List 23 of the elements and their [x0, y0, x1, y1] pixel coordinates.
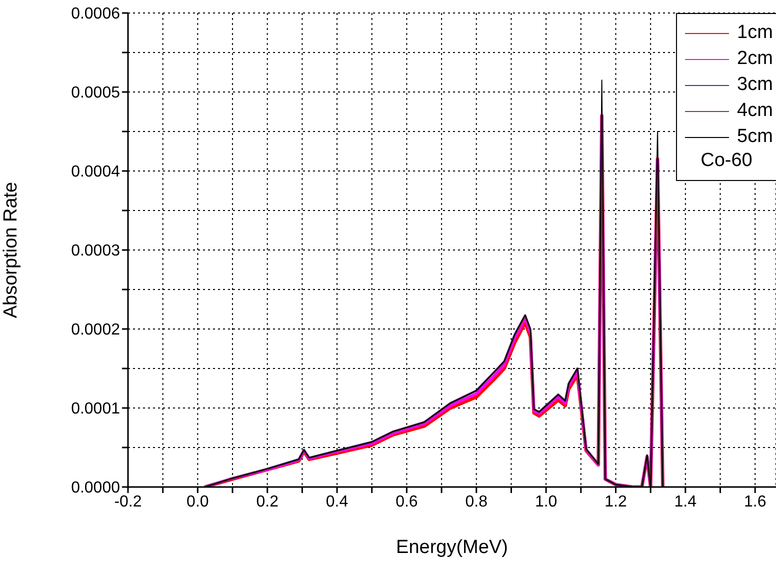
- x-tick-label: 1.2: [604, 493, 627, 510]
- x-tick-label: 0.6: [396, 493, 418, 510]
- legend-title: Co-60: [700, 150, 754, 173]
- x-tick-label: 0.2: [256, 493, 279, 510]
- y-tick-label: 0.0003: [71, 242, 120, 260]
- legend-label: 2cm: [737, 48, 773, 70]
- x-axis-title: Energy(MeV): [396, 537, 508, 558]
- x-tick-label: 0.0: [186, 493, 209, 510]
- x-tick-label: 0.8: [465, 493, 488, 510]
- legend-label: 4cm: [737, 100, 773, 122]
- y-axis-title: Absorption Rate: [0, 182, 22, 318]
- x-tick-label: 1.0: [534, 493, 558, 510]
- x-tick-label: 1.6: [744, 493, 766, 510]
- legend-label: 3cm: [737, 74, 773, 96]
- legend-label: 1cm: [737, 22, 773, 44]
- y-tick-label: 0.0005: [71, 84, 120, 102]
- x-tick-label: 1.4: [674, 493, 697, 510]
- x-tick-label: 0.4: [326, 493, 348, 510]
- y-tick-label: 0.0004: [71, 164, 120, 181]
- y-tick-label: 0.0001: [71, 400, 120, 418]
- legend-label: 5cm: [737, 126, 773, 148]
- y-tick-label: 0.0002: [71, 322, 120, 339]
- y-tick-label: 0.0006: [71, 6, 120, 23]
